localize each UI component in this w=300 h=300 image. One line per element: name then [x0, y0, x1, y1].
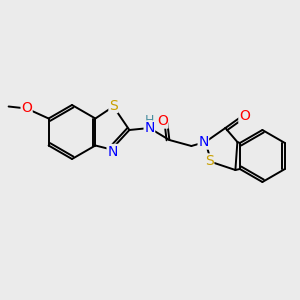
- Text: O: O: [157, 114, 168, 128]
- Text: N: N: [198, 135, 208, 149]
- Text: S: S: [109, 98, 118, 112]
- Text: N: N: [144, 121, 154, 135]
- Text: N: N: [107, 145, 118, 158]
- Text: H: H: [145, 115, 154, 128]
- Text: O: O: [239, 109, 250, 123]
- Text: S: S: [205, 154, 214, 168]
- Text: O: O: [21, 101, 32, 116]
